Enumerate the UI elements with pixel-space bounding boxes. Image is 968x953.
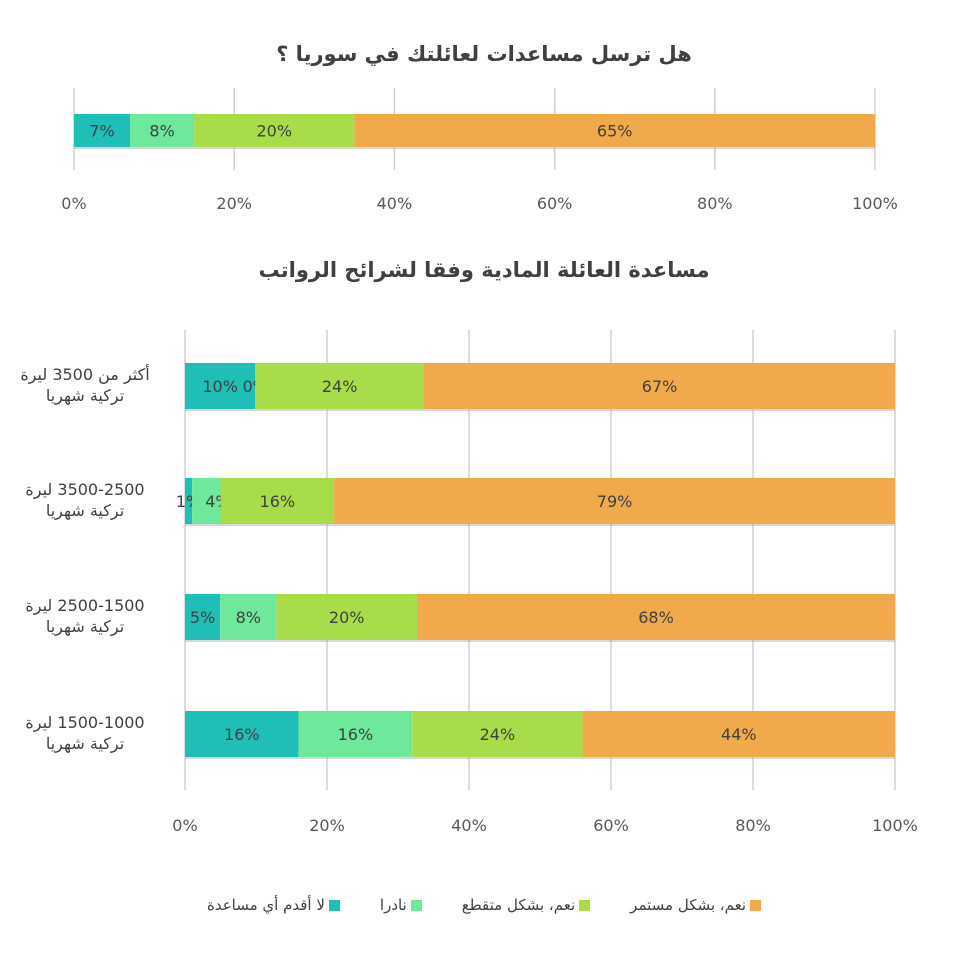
legend: نعم، بشكل مستمر نعم، بشكل متقطع نادرا لا أق… [0, 896, 968, 914]
category-label: أكثر من 3500 ليرة تركية شهريا [0, 364, 170, 406]
bar-segment [334, 478, 896, 524]
legend-label: نعم، بشكل مستمر [630, 896, 747, 914]
legend-item: لا أقدم أي مساعدة [207, 896, 340, 914]
x-tick-label: 20% [309, 816, 345, 835]
legend-label: نادرا [379, 896, 407, 914]
bar-segment [416, 594, 895, 640]
data-label: 24% [480, 725, 516, 744]
data-label: 20% [256, 122, 292, 141]
legend-swatch [328, 899, 340, 911]
data-label: 68% [638, 608, 674, 627]
data-label: 20% [329, 608, 365, 627]
category-label-line: 2500-1500 ليرة [25, 596, 145, 615]
bar-segment [74, 114, 131, 147]
data-label: 44% [721, 725, 757, 744]
data-label: 65% [597, 122, 633, 141]
data-label: 16% [224, 725, 260, 744]
legend-item: نادرا [380, 896, 422, 914]
data-label: 24% [322, 377, 358, 396]
data-label: 16% [338, 725, 374, 744]
x-tick-label: 40% [377, 194, 413, 213]
category-label-line: تركية شهريا [45, 501, 125, 520]
x-tick-label: 0% [61, 194, 86, 213]
x-tick-label: 0% [172, 816, 197, 835]
bar-segment [582, 711, 895, 757]
category-label: 2500-1500 ليرة تركية شهريا [0, 595, 170, 637]
category-label: 1500-1000 ليرة تركية شهريا [0, 712, 170, 754]
x-tick-label: 20% [216, 194, 252, 213]
data-label: 10% [202, 377, 238, 396]
category-label-line: تركية شهريا [45, 386, 125, 405]
bar-segment [185, 711, 299, 757]
category-label-line: تركية شهريا [45, 734, 125, 753]
legend-item: نعم، بشكل مستمر [630, 896, 762, 914]
x-tick-label: 40% [451, 816, 487, 835]
chart-title-2: مساعدة العائلة المادية وفقا لشرائح الروا… [258, 258, 710, 282]
data-label: 8% [149, 122, 174, 141]
legend-swatch [750, 899, 762, 911]
bar-segment [185, 594, 221, 640]
category-label: 3500-2500 ليرة تركية شهريا [0, 479, 170, 521]
x-tick-label: 80% [697, 194, 733, 213]
x-tick-label: 100% [852, 194, 898, 213]
bar-segment [130, 114, 195, 147]
category-label-line: أكثر من 3500 ليرة [20, 365, 150, 384]
chart-title-1: هل ترسل مساعدات لعائلتك في سوريا ؟ [276, 42, 692, 66]
data-label: 5% [190, 608, 215, 627]
bar-segment [412, 711, 583, 757]
bar-segment [298, 711, 413, 757]
category-label-line: 1500-1000 ليرة [25, 713, 145, 732]
x-tick-label: 60% [537, 194, 573, 213]
data-label: 7% [89, 122, 114, 141]
data-label: 67% [642, 377, 678, 396]
x-tick-label: 60% [593, 816, 629, 835]
bar-segment [194, 114, 355, 147]
data-label: 16% [260, 492, 296, 511]
legend-item: نعم، بشكل متقطع [461, 896, 591, 914]
bar-segment [220, 478, 335, 524]
legend-label: نعم، بشكل متقطع [461, 896, 576, 914]
bar-segment [276, 594, 417, 640]
data-label: 8% [236, 608, 261, 627]
legend-swatch [410, 899, 422, 911]
bar-segment [185, 478, 193, 524]
data-label: 79% [597, 492, 633, 511]
bar-segment [424, 363, 895, 409]
legend-label: لا أقدم أي مساعدة [206, 896, 325, 914]
bar-segment [185, 363, 256, 409]
category-label-line: تركية شهريا [45, 617, 125, 636]
bar-segment [255, 363, 425, 409]
legend-swatch [579, 899, 591, 911]
bar-segment [354, 114, 876, 147]
bar-segment [220, 594, 277, 640]
x-tick-label: 80% [735, 816, 771, 835]
x-tick-label: 100% [872, 816, 918, 835]
category-label-line: 3500-2500 ليرة [25, 480, 145, 499]
bar-segment [192, 478, 221, 524]
